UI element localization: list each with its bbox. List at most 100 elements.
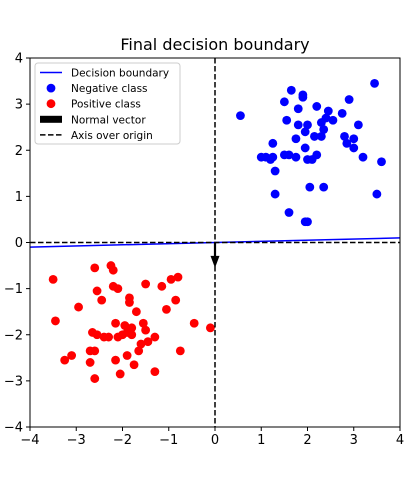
legend-label-0: Decision boundary: [71, 68, 169, 80]
negative-point-16: [293, 120, 303, 130]
negative-point-10: [282, 115, 292, 125]
negative-point-36: [323, 106, 333, 116]
positive-point-30: [127, 323, 137, 333]
negative-point-47: [372, 189, 382, 199]
positive-point-49: [205, 323, 215, 333]
legend-label-2: Positive class: [71, 99, 141, 111]
positive-point-15: [104, 332, 114, 342]
x-tick-label-6: 2: [303, 433, 311, 448]
negative-point-19: [298, 92, 308, 102]
negative-point-38: [337, 108, 347, 118]
x-tick-label-3: −1: [159, 433, 178, 448]
y-tick-label-3: −1: [4, 282, 23, 297]
positive-point-20: [111, 355, 120, 365]
positive-point-44: [166, 275, 176, 284]
positive-point-9: [90, 374, 100, 383]
positive-point-41: [150, 367, 160, 377]
negative-point-9: [279, 97, 289, 107]
negative-point-23: [303, 217, 312, 227]
legend: Decision boundary Negative class Positive …: [34, 62, 181, 145]
negative-point-46: [370, 78, 379, 88]
negative-point-35: [321, 113, 331, 123]
positive-point-33: [131, 307, 141, 317]
negative-point-7: [270, 189, 280, 199]
legend-marker-swatch-2: [46, 99, 56, 109]
x-tick-label-5: 1: [257, 433, 265, 448]
positive-point-8: [90, 346, 100, 356]
positive-point-13: [97, 295, 107, 305]
positive-point-21: [113, 284, 123, 294]
positive-point-39: [143, 337, 153, 347]
legend-marker-swatch-1: [46, 83, 56, 93]
positive-point-38: [141, 325, 151, 335]
negative-point-5: [268, 138, 278, 148]
x-tick-label-7: 3: [350, 433, 358, 448]
y-tick-label-0: −4: [4, 421, 23, 436]
positive-point-0: [48, 275, 58, 284]
positive-point-36: [138, 318, 148, 328]
positive-point-12: [92, 330, 102, 340]
y-tick-label-6: 2: [15, 144, 23, 159]
x-tick-label-1: −3: [67, 433, 86, 448]
negative-point-4: [268, 152, 278, 162]
normal-vector-arrow: [210, 242, 220, 268]
positive-point-34: [134, 346, 144, 356]
negative-point-15: [291, 134, 301, 144]
positive-point-17: [108, 265, 118, 275]
positive-point-45: [171, 295, 181, 305]
y-tick-label-7: 3: [15, 98, 23, 113]
positive-point-47: [175, 346, 185, 356]
negative-point-43: [349, 143, 359, 153]
negative-point-28: [310, 132, 319, 141]
tick-layer: −4 −3 −2 −1 0 1 2 3 4 −4 −3 −2 −1 0 1 2 3 4: [4, 52, 404, 449]
legend-box: [34, 62, 181, 145]
positive-point-4: [74, 302, 83, 312]
positive-point-48: [189, 318, 199, 328]
positive-point-23: [115, 369, 125, 379]
negative-point-17: [293, 104, 303, 114]
data-points-layer: [48, 78, 386, 383]
positive-point-46: [173, 272, 183, 282]
y-tick-label-8: 4: [15, 52, 23, 67]
negative-point-20: [300, 143, 310, 153]
positive-point-11: [92, 286, 102, 296]
x-tick-label-0: −4: [20, 433, 39, 448]
chart-title: Final decision boundary: [120, 35, 309, 54]
y-tick-label-1: −3: [4, 374, 23, 389]
positive-point-31: [127, 330, 137, 340]
positive-point-19: [111, 318, 120, 328]
negative-point-37: [328, 115, 338, 125]
negative-point-26: [305, 182, 315, 192]
negative-point-13: [286, 85, 296, 95]
negative-point-21: [300, 127, 310, 137]
positive-point-35: [136, 339, 146, 349]
y-tick-label-5: 1: [15, 190, 23, 205]
positive-point-25: [120, 321, 130, 330]
positive-point-32: [129, 360, 139, 370]
negative-point-30: [312, 150, 322, 160]
x-tick-label-4: 0: [211, 433, 219, 448]
positive-point-1: [51, 316, 60, 326]
positive-point-3: [67, 351, 77, 360]
x-tick-label-8: 4: [396, 433, 404, 448]
legend-label-1: Negative class: [71, 83, 148, 95]
negative-point-44: [353, 120, 363, 130]
x-tick-label-2: −2: [113, 433, 132, 448]
y-tick-label-2: −2: [4, 328, 23, 343]
negative-point-11: [284, 150, 294, 160]
negative-point-12: [284, 208, 294, 217]
legend-patch-swatch: [40, 115, 62, 123]
positive-point-29: [125, 298, 134, 307]
negative-point-40: [342, 138, 352, 148]
negative-point-48: [377, 157, 386, 167]
negative-point-45: [358, 152, 368, 162]
positive-point-2: [60, 355, 70, 365]
negative-point-0: [236, 111, 245, 121]
negative-point-41: [344, 95, 354, 104]
y-tick-label-4: 0: [15, 236, 23, 251]
negative-point-29: [312, 102, 322, 111]
negative-point-33: [319, 125, 329, 134]
positive-point-6: [85, 358, 95, 367]
legend-label-4: Axis over origin: [71, 130, 153, 142]
